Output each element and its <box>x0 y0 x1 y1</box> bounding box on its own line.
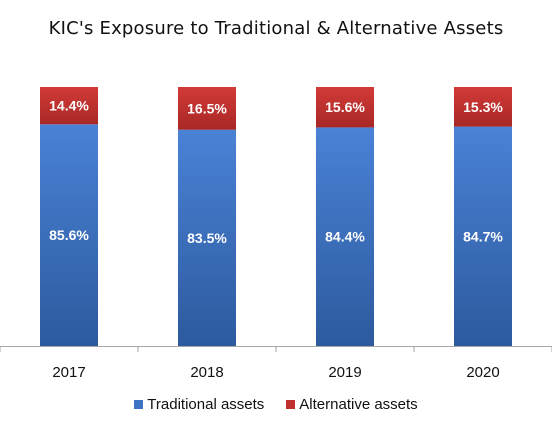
chart-title: KIC's Exposure to Traditional & Alternat… <box>48 18 504 39</box>
data-label-traditional-2017: 85.6% <box>49 227 89 243</box>
data-label-alternative-2017: 14.4% <box>49 98 89 114</box>
legend-swatch-traditional <box>134 400 144 409</box>
data-label-alternative-2020: 15.3% <box>463 99 503 115</box>
bar-traditional-2017 <box>40 124 98 347</box>
legend-label-alternative: Alternative assets <box>299 396 418 413</box>
data-label-traditional-2018: 83.5% <box>187 230 227 246</box>
legend-item-alternative: Alternative assets <box>286 396 418 413</box>
bar-traditional-2020 <box>454 126 512 346</box>
legend-label-traditional: Traditional assets <box>147 396 265 413</box>
x-tick-label-2018: 2018 <box>190 364 223 381</box>
legend-swatch-alternative <box>286 400 296 409</box>
x-tick-label-2017: 2017 <box>52 364 85 381</box>
bar-alternative-2019 <box>316 87 374 128</box>
data-label-alternative-2018: 16.5% <box>187 100 227 116</box>
bar-alternative-2017 <box>40 87 98 125</box>
data-label-alternative-2019: 15.6% <box>325 99 365 115</box>
data-label-traditional-2020: 84.7% <box>463 228 503 244</box>
legend-item-traditional: Traditional assets <box>134 396 264 413</box>
data-label-traditional-2019: 84.4% <box>325 229 365 245</box>
bar-alternative-2018 <box>178 87 236 130</box>
legend: Traditional assets Alternative assets <box>0 396 552 413</box>
bar-traditional-2019 <box>316 127 374 347</box>
x-tick-label-2020: 2020 <box>466 364 499 381</box>
x-tick-label-2019: 2019 <box>328 364 361 381</box>
bar-traditional-2018 <box>178 129 236 346</box>
bar-alternative-2020 <box>454 87 512 127</box>
